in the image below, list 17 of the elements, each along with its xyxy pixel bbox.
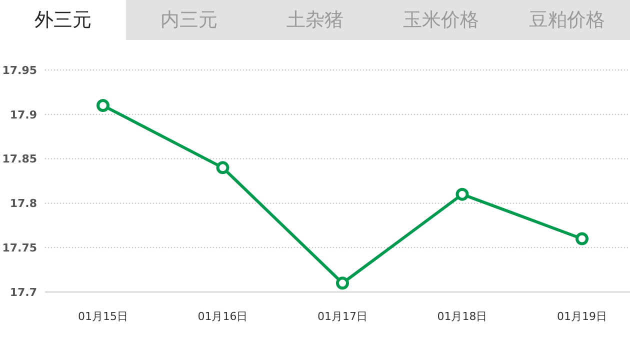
point: [96, 99, 110, 112]
x-tick-label: 01月19日: [557, 310, 607, 323]
x-tick-label: 01月16日: [198, 310, 248, 323]
y-tick-label: 17.85: [2, 152, 37, 166]
y-tick-label: 17.7: [10, 286, 37, 299]
x-tick-label: 01月17日: [318, 310, 368, 323]
tab-bar: 外三元 内三元 土杂猪 玉米价格 豆粕价格: [0, 0, 630, 40]
y-tick-label: 17.75: [2, 242, 37, 255]
y-tick-label: 17.8: [10, 197, 37, 210]
x-tick-label: 01月18日: [437, 310, 488, 323]
point: [456, 188, 469, 201]
point: [336, 276, 349, 290]
point: [216, 161, 230, 174]
y-tick-label: 17.95: [2, 64, 37, 77]
point: [576, 232, 588, 246]
x-tick-label: 01月15日: [78, 310, 128, 323]
y-tick-label: 17.9: [10, 108, 37, 122]
